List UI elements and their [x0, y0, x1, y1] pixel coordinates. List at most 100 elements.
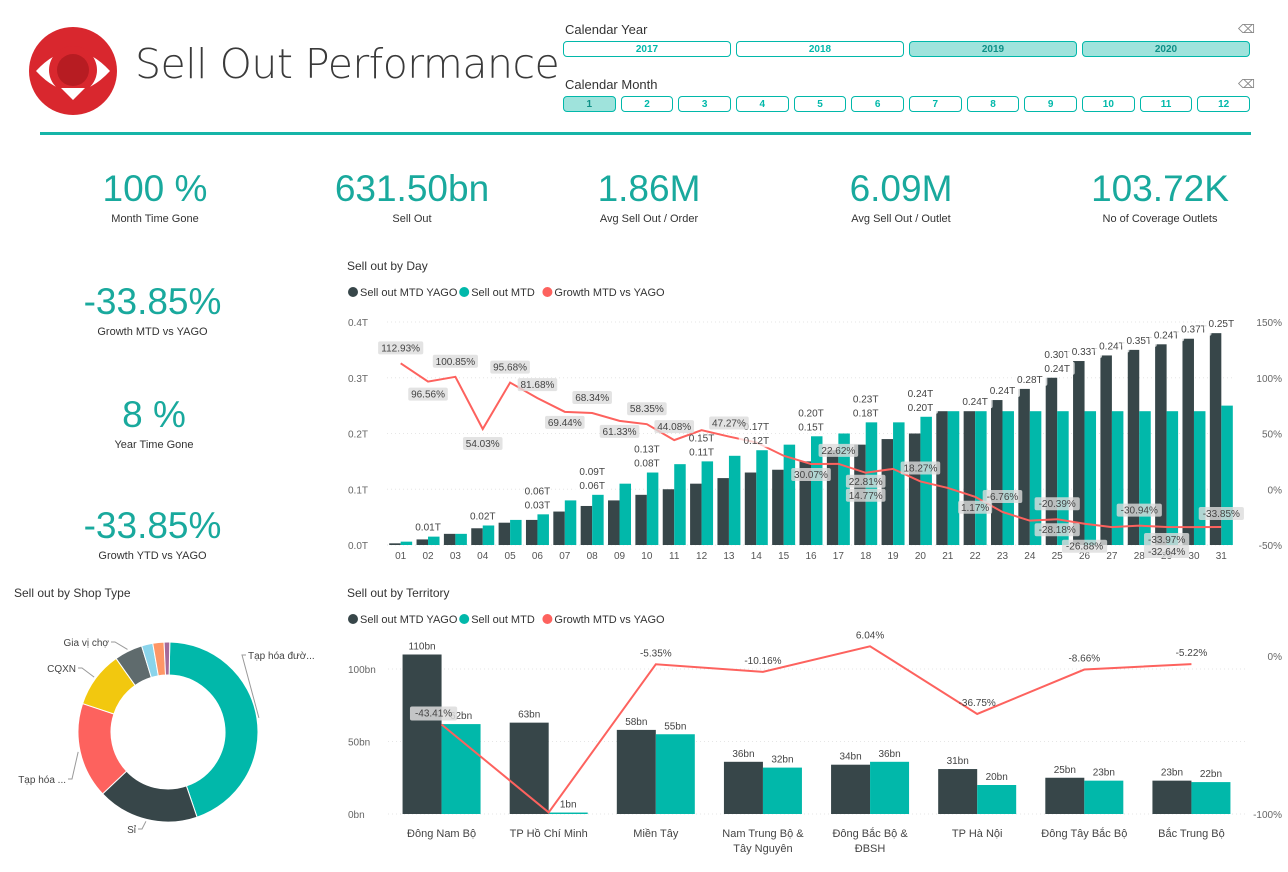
y-tick-label: 0.0T	[348, 541, 368, 552]
x-tick-label: Nam Trung Bộ & Tây Nguyên	[722, 828, 804, 855]
month-option-10[interactable]: 10	[1082, 96, 1135, 112]
bar-mtd	[537, 514, 549, 545]
bar-yago	[525, 519, 538, 545]
data-label: 0.02T	[470, 511, 496, 522]
leader-line	[241, 654, 260, 718]
bar-mtd	[1139, 411, 1151, 545]
x-tick-label: 04	[477, 551, 489, 562]
x-tick-label: 11	[669, 551, 680, 562]
x-tick-line: Miền Tây	[633, 828, 679, 840]
growth-line	[440, 645, 1192, 814]
month-option-6[interactable]: 6	[851, 96, 904, 112]
bar-mtd	[510, 519, 522, 545]
bar-mtd	[1029, 411, 1042, 545]
y-tick-label: 0.3T	[348, 374, 368, 385]
growth-label-bg	[545, 415, 585, 429]
x-tick-label: 07	[559, 551, 571, 562]
year-option-2019[interactable]: 2019	[909, 41, 1077, 57]
kpi-sell-out-value: 631.50bn	[334, 168, 490, 209]
bar-mtd	[783, 444, 796, 545]
growth-label-bg	[517, 378, 558, 392]
month-option-9[interactable]: 9	[1024, 96, 1077, 112]
month-option-8[interactable]: 8	[966, 96, 1020, 112]
growth-label: -33.97%	[1148, 535, 1185, 546]
kpi-growth-mtd-label: Growth MTD vs YAGO	[97, 326, 208, 338]
y2-tick-label: 150%	[1256, 318, 1282, 329]
x-tick-line: Bắc Trung Bộ	[1158, 827, 1225, 840]
data-label: 25bn	[1054, 765, 1076, 776]
data-label: 0.35T	[1126, 336, 1152, 347]
legend-marker	[542, 614, 553, 624]
clear-year-icon[interactable]: ⌫	[1238, 22, 1255, 36]
growth-label: -30.94%	[1121, 506, 1158, 517]
data-label-bg	[465, 509, 501, 523]
bar-yago	[1127, 349, 1140, 545]
bar-yago	[826, 450, 839, 545]
kpi-growth-ytd-value: -33.85%	[83, 505, 222, 546]
x-tick-label: 26	[1079, 551, 1091, 562]
clear-month-icon[interactable]: ⌫	[1238, 77, 1255, 91]
month-option-7[interactable]: 7	[909, 96, 962, 112]
month-option-5[interactable]: 5	[793, 96, 847, 112]
year-option-2020[interactable]: 2020	[1082, 41, 1250, 57]
bar-yago	[635, 494, 647, 545]
data-label: 0.24T	[990, 386, 1016, 397]
x-tick-label: Miền Tây	[633, 828, 679, 840]
kpi-sell-out-label: Sell Out	[392, 213, 432, 225]
data-label: 58bn	[625, 717, 647, 728]
y2-tick-label: -50%	[1259, 541, 1282, 552]
kpi-avg-outlet-label: Avg Sell Out / Outlet	[851, 213, 951, 225]
year-option-2017[interactable]: 2017	[563, 41, 731, 57]
month-option-2[interactable]: 2	[620, 96, 674, 112]
month-option-4[interactable]: 4	[736, 96, 789, 112]
x-tick-label: 31	[1216, 551, 1228, 562]
chart-title: Sell out by Day	[347, 259, 428, 273]
bar-mtd	[1193, 411, 1206, 545]
bar-mtd	[619, 483, 632, 545]
y2-tick-label: 50%	[1262, 430, 1282, 441]
page-title: Sell Out Performance	[135, 40, 560, 88]
data-label: 0.03T	[525, 500, 551, 511]
month-option-3[interactable]: 3	[678, 96, 731, 112]
x-tick-line: Đông Nam Bộ	[407, 828, 476, 840]
data-label-bg	[848, 406, 884, 420]
bar-mtd	[756, 450, 768, 545]
x-tick-label: 15	[778, 551, 790, 562]
growth-label: -5.22%	[1176, 648, 1208, 659]
data-label-bg	[684, 445, 720, 459]
data-label: 20bn	[986, 772, 1008, 783]
data-label: 62bn	[450, 711, 472, 722]
data-label: 0.06T	[525, 486, 551, 497]
growth-label-bg	[791, 468, 831, 482]
month-option-12[interactable]: 12	[1197, 96, 1250, 112]
bar-mtd	[1166, 411, 1179, 545]
kpi-avg-order-label: Avg Sell Out / Order	[599, 213, 699, 225]
growth-label-bg	[490, 360, 530, 374]
bar-yago	[509, 722, 549, 814]
bar-mtd	[400, 541, 413, 545]
growth-label: 44.08%	[657, 422, 691, 433]
growth-label: 100.85%	[436, 357, 476, 368]
legend-label: Sell out MTD	[471, 614, 535, 626]
bar-mtd	[811, 436, 823, 545]
data-label: 0.20T	[798, 408, 824, 419]
growth-label: 47.27%	[712, 419, 746, 430]
month-option-1[interactable]: 1	[563, 96, 616, 112]
bar-mtd	[564, 500, 577, 545]
growth-label-bg	[958, 500, 993, 514]
bar-mtd	[428, 536, 440, 545]
x-tick-label: 06	[532, 551, 544, 562]
year-option-2018[interactable]: 2018	[736, 41, 904, 57]
x-tick-label: 23	[997, 551, 1009, 562]
growth-label-bg	[845, 488, 886, 502]
growth-label: 6.04%	[856, 630, 884, 641]
bar-mtd	[674, 464, 686, 545]
data-label: 31bn	[947, 756, 969, 767]
growth-label: -28.18%	[1039, 525, 1076, 536]
growth-label-bg	[654, 420, 695, 434]
month-option-11[interactable]: 11	[1139, 96, 1193, 112]
x-tick-label: 22	[970, 551, 982, 562]
growth-label-bg	[982, 489, 1023, 503]
growth-label-bg	[1061, 539, 1108, 553]
growth-label: -32.64%	[1148, 547, 1185, 558]
